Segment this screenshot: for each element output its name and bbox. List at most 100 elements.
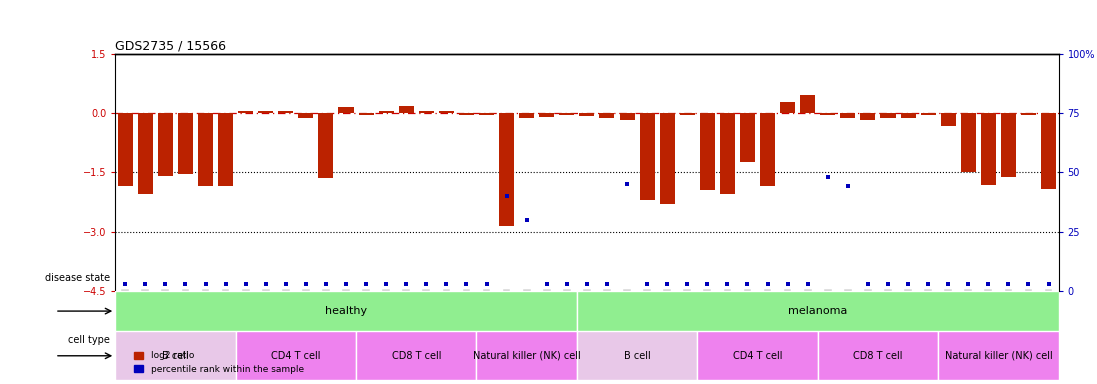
Point <box>1020 281 1038 287</box>
Bar <box>1041 113 1056 189</box>
Bar <box>698 331 817 380</box>
Point <box>759 281 777 287</box>
Text: Natural killer (NK) cell: Natural killer (NK) cell <box>945 351 1052 361</box>
Text: GDS2735 / 15566: GDS2735 / 15566 <box>115 40 226 53</box>
Bar <box>620 113 634 120</box>
Point <box>919 281 937 287</box>
Bar <box>236 331 357 380</box>
Bar <box>258 111 273 113</box>
Point <box>358 281 375 287</box>
Bar <box>197 113 213 186</box>
Point <box>738 281 756 287</box>
Bar <box>559 113 575 115</box>
Point <box>699 281 716 287</box>
Bar <box>117 113 133 186</box>
Point <box>196 281 214 287</box>
Bar <box>115 291 577 331</box>
Bar <box>740 113 755 162</box>
Text: CD8 T cell: CD8 T cell <box>392 351 441 361</box>
Text: CD4 T cell: CD4 T cell <box>271 351 320 361</box>
Bar <box>298 113 314 118</box>
Point <box>879 281 896 287</box>
Bar <box>519 113 534 118</box>
Bar <box>780 102 795 113</box>
Bar <box>821 113 835 115</box>
Point <box>719 281 736 287</box>
Text: cell type: cell type <box>68 335 110 345</box>
Bar <box>439 111 454 113</box>
Bar <box>800 95 815 113</box>
Point <box>116 281 134 287</box>
Point <box>779 281 796 287</box>
Bar <box>640 113 655 200</box>
Point <box>999 281 1017 287</box>
Point <box>980 281 997 287</box>
Bar <box>577 331 698 380</box>
Bar <box>540 113 554 117</box>
Legend: log2 ratio, percentile rank within the sample: log2 ratio, percentile rank within the s… <box>131 348 307 377</box>
Bar <box>178 113 193 174</box>
Text: melanoma: melanoma <box>788 306 847 316</box>
Point <box>819 174 837 180</box>
Bar <box>901 113 916 118</box>
Text: B cell: B cell <box>162 351 189 361</box>
Bar <box>760 113 776 186</box>
Bar <box>115 331 236 380</box>
Bar <box>881 113 895 118</box>
Bar <box>577 291 1059 331</box>
Bar <box>318 113 333 178</box>
Bar <box>1021 113 1036 115</box>
Text: healthy: healthy <box>325 306 367 316</box>
Bar <box>1000 113 1016 177</box>
Bar <box>218 113 233 186</box>
Bar <box>419 111 433 113</box>
Bar <box>499 113 514 225</box>
Bar <box>680 113 694 115</box>
Point <box>678 281 695 287</box>
Bar <box>359 113 374 115</box>
Point <box>457 281 475 287</box>
Point <box>839 184 857 190</box>
Point <box>498 193 516 199</box>
Bar <box>479 113 494 115</box>
Point <box>960 281 977 287</box>
Bar <box>398 106 414 113</box>
Bar <box>378 111 394 113</box>
Bar <box>238 111 253 113</box>
Point <box>598 281 615 287</box>
Bar <box>860 113 875 120</box>
Bar <box>339 107 353 113</box>
Point <box>217 281 235 287</box>
Text: Natural killer (NK) cell: Natural killer (NK) cell <box>473 351 580 361</box>
Point <box>799 281 816 287</box>
Point <box>939 281 957 287</box>
Point <box>418 281 436 287</box>
Bar <box>700 113 715 190</box>
Point <box>558 281 576 287</box>
Point <box>337 281 354 287</box>
Point <box>1040 281 1058 287</box>
Text: B cell: B cell <box>624 351 651 361</box>
Point <box>157 281 174 287</box>
Point <box>257 281 274 287</box>
Bar <box>357 331 476 380</box>
Point <box>438 281 455 287</box>
Bar <box>920 113 936 115</box>
Bar <box>981 113 996 185</box>
Point <box>317 281 335 287</box>
Text: CD4 T cell: CD4 T cell <box>733 351 782 361</box>
Text: CD8 T cell: CD8 T cell <box>853 351 903 361</box>
Point <box>859 281 877 287</box>
Point <box>518 217 535 223</box>
Bar <box>659 113 675 204</box>
Text: disease state: disease state <box>45 273 110 283</box>
Point <box>578 281 596 287</box>
Point <box>377 281 395 287</box>
Point <box>638 281 656 287</box>
Bar <box>941 113 955 126</box>
Point <box>397 281 415 287</box>
Bar <box>279 111 293 113</box>
Point <box>237 281 255 287</box>
Point <box>900 281 917 287</box>
Point <box>538 281 555 287</box>
